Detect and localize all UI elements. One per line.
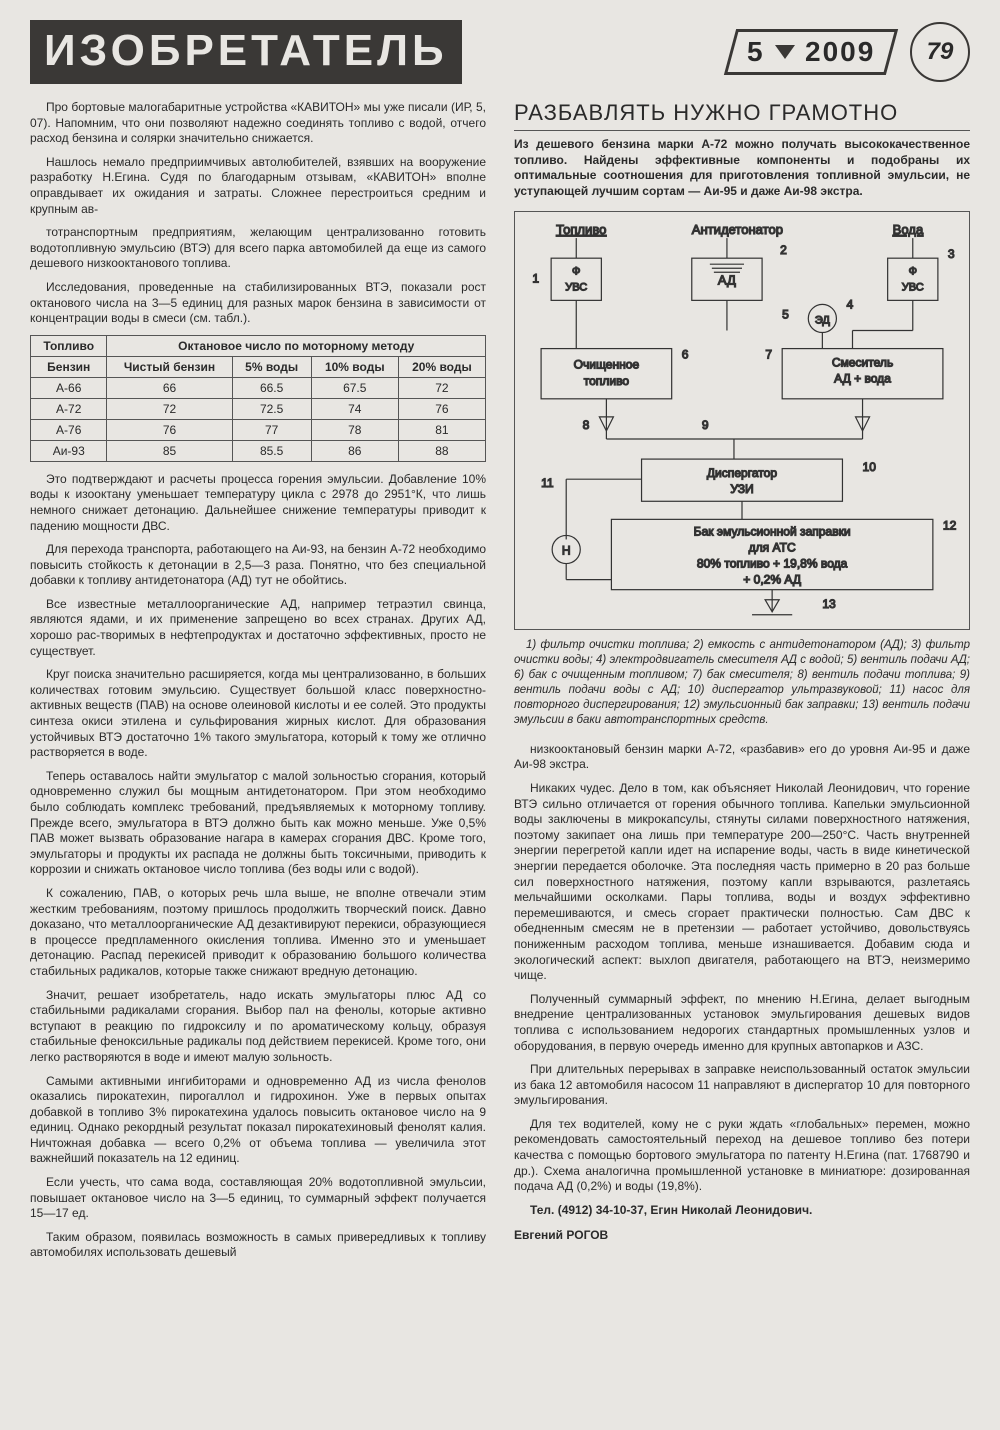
svg-text:9: 9 [702, 418, 709, 432]
para: Теперь оставалось найти эмульгатор с мал… [30, 769, 486, 878]
para: Значит, решает изобретатель, надо искать… [30, 988, 486, 1066]
svg-text:топливо: топливо [584, 374, 630, 388]
para: Исследования, проведенные на стабилизиро… [30, 280, 486, 327]
svg-text:10: 10 [863, 461, 877, 475]
para: Про бортовые малогабаритные устройства «… [30, 100, 486, 147]
svg-text:12: 12 [943, 519, 957, 533]
svg-text:1: 1 [532, 272, 539, 286]
svg-text:УЗИ: УЗИ [730, 483, 753, 497]
para: Для тех водителей, кому не с руки ждать … [514, 1117, 970, 1195]
contact-line: Тел. (4912) 34-10-37, Егин Николай Леони… [514, 1203, 970, 1219]
para: Нашлось немало предприимчивых автолюбите… [30, 155, 486, 217]
svg-text:АД + вода: АД + вода [834, 372, 891, 386]
th: Октановое число по моторному методу [107, 335, 486, 356]
process-diagram: Топливо Антидетонатор Вода Ф УВС 1 А [514, 211, 970, 630]
svg-text:80% топливо + 19,8% вода: 80% топливо + 19,8% вода [697, 557, 848, 571]
svg-text:+ 0,2% АД: + 0,2% АД [743, 573, 801, 587]
masthead-title: ИЗОБРЕТАТЕЛЬ [30, 20, 462, 84]
para: тотранспортным предприятиям, желающим це… [30, 225, 486, 272]
issue-number: 5 [747, 36, 765, 68]
para: Никаких чудес. Дело в том, как объясняет… [514, 781, 970, 984]
svg-text:6: 6 [682, 348, 689, 362]
para: низкооктановый бензин марки А-72, «разба… [514, 742, 970, 773]
th: 10% воды [311, 356, 398, 377]
svg-text:13: 13 [822, 597, 836, 611]
page-number: 79 [910, 22, 970, 82]
th: 5% воды [232, 356, 311, 377]
svg-text:5: 5 [782, 308, 789, 322]
svg-text:Ф: Ф [909, 266, 917, 278]
svg-text:Топливо: Топливо [556, 222, 606, 237]
svg-text:Ф: Ф [572, 266, 580, 278]
svg-text:Антидетонатор: Антидетонатор [692, 222, 783, 237]
svg-text:Бак эмульсионной заправки: Бак эмульсионной заправки [694, 525, 851, 539]
svg-text:Смеситель: Смеситель [832, 356, 893, 370]
issue-badge: 5 2009 [724, 29, 898, 75]
triangle-icon [775, 45, 795, 59]
para: Для перехода транспорта, работающего на … [30, 542, 486, 589]
svg-text:АД: АД [718, 273, 736, 288]
table-row: Аи-938585.58688 [31, 440, 486, 461]
author: Евгений РОГОВ [514, 1228, 970, 1244]
svg-text:2: 2 [780, 244, 787, 258]
para: К сожалению, ПАВ, о которых речь шла выш… [30, 886, 486, 980]
table-row: А-7676777881 [31, 419, 486, 440]
diagram-caption: 1) фильтр очистки топлива; 2) емкость с … [514, 638, 970, 728]
para: Таким образом, появилась возможность в с… [30, 1230, 486, 1261]
svg-text:7: 7 [765, 348, 772, 362]
table-row: А-727272.57476 [31, 398, 486, 419]
svg-text:УВС: УВС [902, 282, 924, 294]
svg-text:ЭД: ЭД [815, 315, 831, 327]
svg-text:Диспергатор: Диспергатор [707, 467, 777, 481]
section-title: РАЗБАВЛЯТЬ НУЖНО ГРАМОТНО [514, 100, 970, 131]
th: 20% воды [398, 356, 485, 377]
svg-text:Н: Н [562, 544, 571, 558]
para: Полученный суммарный эффект, по мнению Н… [514, 992, 970, 1054]
th: Чистый бензин [107, 356, 232, 377]
para: Круг поиска значительно расширяется, ког… [30, 667, 486, 761]
lede: Из дешевого бензина марки А-72 можно пол… [514, 137, 970, 199]
th: Топливо [31, 335, 107, 356]
diagram-svg: Топливо Антидетонатор Вода Ф УВС 1 А [521, 218, 963, 620]
svg-text:Очищенное: Очищенное [574, 358, 640, 372]
para: При длительных перерывах в заправке неис… [514, 1062, 970, 1109]
para: Все известные металлоорганические АД, на… [30, 597, 486, 659]
para: Если учесть, что сама вода, составляющая… [30, 1175, 486, 1222]
svg-text:УВС: УВС [565, 282, 587, 294]
svg-text:3: 3 [948, 248, 955, 262]
para: Самыми активными ингибиторами и одноврем… [30, 1074, 486, 1168]
svg-text:для АТС: для АТС [749, 541, 796, 555]
svg-text:4: 4 [846, 298, 853, 312]
para: Это подтверждают и расчеты процесса горе… [30, 472, 486, 534]
table-row: А-666666.567.572 [31, 377, 486, 398]
issue-year: 2009 [805, 36, 875, 68]
th: Бензин [31, 356, 107, 377]
left-column: Про бортовые малогабаритные устройства «… [30, 100, 486, 1269]
svg-text:11: 11 [541, 477, 554, 491]
right-column: РАЗБАВЛЯТЬ НУЖНО ГРАМОТНО Из дешевого бе… [514, 100, 970, 1269]
svg-text:8: 8 [583, 418, 590, 432]
svg-text:Вода: Вода [893, 222, 924, 237]
octane-table: Топливо Октановое число по моторному мет… [30, 335, 486, 462]
